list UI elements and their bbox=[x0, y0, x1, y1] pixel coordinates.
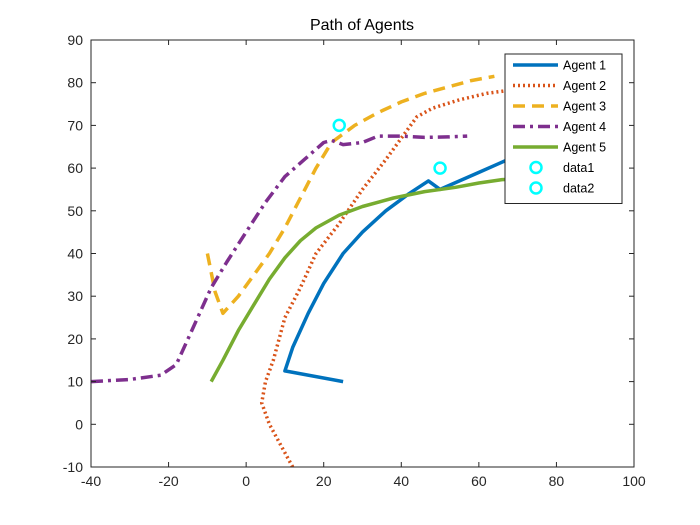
legend-label-data2: data2 bbox=[563, 182, 594, 196]
y-tick-label: 40 bbox=[67, 246, 83, 262]
y-tick-label: 10 bbox=[67, 374, 83, 390]
legend-label-data1: data1 bbox=[563, 161, 594, 175]
y-tick-label: 80 bbox=[67, 75, 83, 91]
series-line-agent-4 bbox=[91, 134, 468, 384]
y-tick-label: -10 bbox=[63, 459, 83, 475]
legend-label-agent-5: Agent 5 bbox=[563, 141, 606, 155]
legend: Agent 1 Agent 2 Agent 3 Agent 4 Agent 5 data1… bbox=[504, 53, 623, 204]
series-line-agent-5 bbox=[209, 177, 526, 383]
legend-label-agent-3: Agent 3 bbox=[563, 100, 606, 114]
chart-title: Path of Agents bbox=[310, 17, 414, 34]
y-tick-label: 50 bbox=[67, 203, 83, 219]
legend-label-agent-4: Agent 4 bbox=[563, 120, 606, 134]
x-tick-label: 0 bbox=[242, 473, 250, 489]
legend-box bbox=[504, 53, 623, 204]
legend-swatch-data1 bbox=[529, 160, 543, 175]
x-tick-label: -20 bbox=[158, 473, 178, 489]
legend-label-agent-1: Agent 1 bbox=[563, 59, 606, 73]
y-tick-label: 0 bbox=[75, 416, 83, 432]
series-line-agent-1 bbox=[283, 145, 538, 384]
marker-data2 bbox=[433, 161, 447, 175]
x-tick-label: 80 bbox=[549, 473, 565, 489]
legend-swatch-data2 bbox=[529, 181, 543, 195]
y-tick-label: 60 bbox=[67, 160, 83, 176]
series-line-agent-3 bbox=[205, 74, 495, 316]
x-tick-label: 60 bbox=[471, 473, 487, 489]
y-tick-label: 30 bbox=[67, 288, 83, 304]
marker-data1 bbox=[332, 118, 346, 133]
y-tick-label: 70 bbox=[67, 117, 83, 133]
axes-layer: -40 -20 0 20 40 60 80 100 -10 0 10 20 30 40 50 60 70 80 90 bbox=[63, 32, 646, 489]
x-tick-label: -40 bbox=[81, 473, 101, 489]
legend-label-agent-2: Agent 2 bbox=[563, 79, 606, 93]
y-tick-label: 20 bbox=[67, 331, 83, 347]
x-tick-label: 20 bbox=[316, 473, 332, 489]
series-layer bbox=[91, 74, 549, 467]
series-line-agent-2 bbox=[259, 85, 549, 467]
x-tick-label: 100 bbox=[622, 473, 646, 489]
x-tick-label: 40 bbox=[393, 473, 409, 489]
y-tick-label: 90 bbox=[67, 32, 83, 48]
